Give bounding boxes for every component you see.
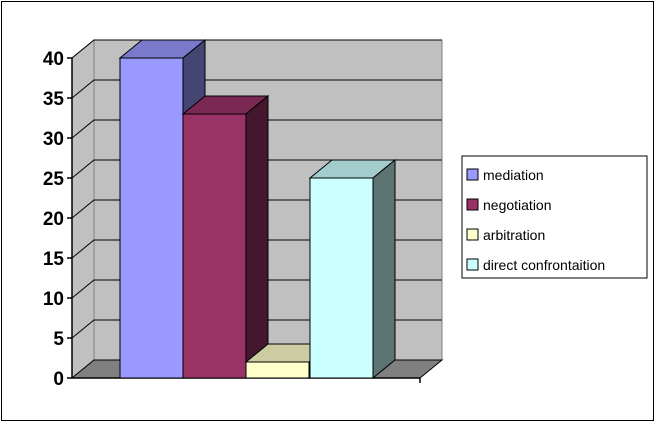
- gridline: [71, 119, 442, 139]
- bar-front: [245, 361, 310, 379]
- legend-swatch: [466, 228, 479, 241]
- y-tick-label: 15: [43, 249, 65, 270]
- bars: [118, 38, 397, 380]
- gridline: [71, 79, 442, 99]
- bar-side: [245, 94, 269, 380]
- bar-front: [119, 57, 184, 379]
- y-tick-label: 40: [43, 49, 64, 70]
- legend-label: direct confrontaition: [483, 257, 605, 273]
- legend-swatch: [466, 198, 479, 211]
- legend-item: negotiation: [466, 197, 552, 213]
- legend-item: direct confrontaition: [466, 257, 605, 273]
- gridline: [71, 39, 442, 59]
- legend-label: negotiation: [483, 197, 552, 213]
- gridline: [71, 159, 442, 179]
- y-tick-label: 10: [43, 289, 64, 310]
- legend: mediation negotiation arbitration direct co…: [461, 155, 648, 279]
- y-tick-label: 30: [43, 129, 64, 150]
- y-tick-label: 25: [43, 169, 65, 190]
- legend-swatch: [466, 258, 479, 271]
- bar-negotiation: [181, 94, 270, 380]
- legend-item: mediation: [466, 167, 544, 183]
- legend-swatch: [466, 168, 479, 181]
- legend-item: arbitration: [466, 227, 545, 243]
- y-tick-label: 35: [43, 89, 65, 110]
- legend-box: [461, 155, 648, 279]
- bar-front: [182, 113, 247, 379]
- legend-label: arbitration: [483, 227, 545, 243]
- y-tick-label: 5: [53, 329, 64, 350]
- bar-direct-confrontaition: [308, 158, 397, 380]
- legend-label: mediation: [483, 167, 544, 183]
- y-tick-label: 20: [43, 209, 64, 230]
- bar-side: [372, 158, 396, 380]
- y-tick-label: 0: [53, 369, 64, 390]
- bar-front: [309, 177, 374, 379]
